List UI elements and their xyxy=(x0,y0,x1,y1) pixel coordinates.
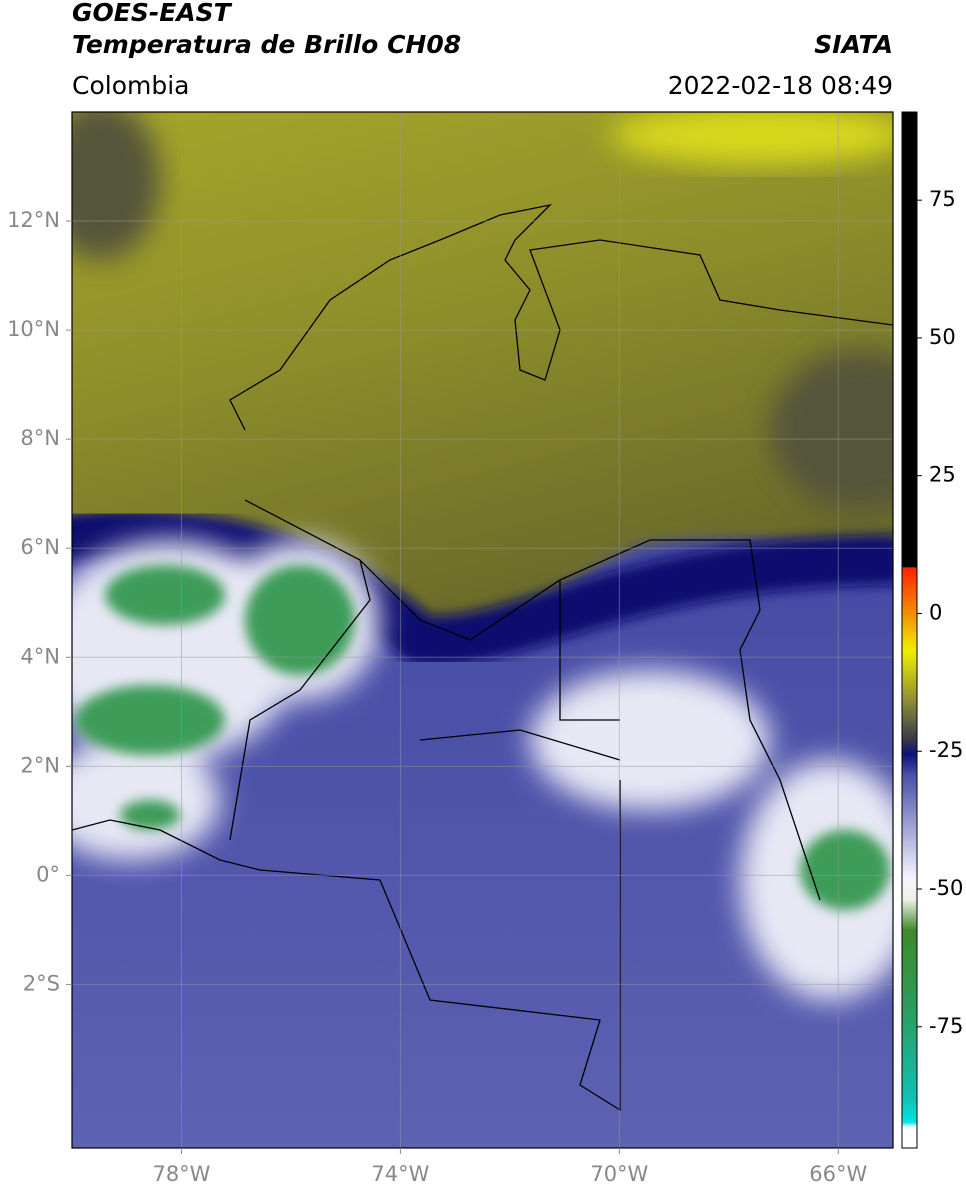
y-tick-label: 12°N xyxy=(7,208,60,232)
x-tick-label: 74°W xyxy=(371,1162,429,1186)
region: Colombia xyxy=(72,71,189,100)
y-tick-label: 6°N xyxy=(20,535,60,559)
y-tick-label: 10°N xyxy=(7,317,60,341)
subtitle: Temperatura de Brillo CH08 xyxy=(72,30,461,59)
source: SIATA xyxy=(814,30,893,59)
colorbar-tick-label: -25 xyxy=(929,738,963,762)
y-tick-label: 8°N xyxy=(20,426,60,450)
colorbar-tick-label: -75 xyxy=(929,1014,963,1038)
grid xyxy=(72,112,893,1148)
colorbar-tick-label: 75 xyxy=(929,187,956,211)
map-frame xyxy=(71,111,894,1149)
datetime: 2022-02-18 08:49 xyxy=(668,71,893,100)
colorbar xyxy=(901,111,918,1149)
colorbar-tick-label: -50 xyxy=(929,876,963,900)
y-tick-label: 0° xyxy=(36,862,60,886)
y-tick-label: 4°N xyxy=(20,644,60,668)
title: GOES-EAST xyxy=(72,0,233,27)
satellite-image xyxy=(72,112,893,1148)
colorbar-tick-label: 25 xyxy=(929,463,956,487)
colorbar-tick-label: 0 xyxy=(929,600,942,624)
y-tick-label: 2°S xyxy=(23,971,60,995)
x-tick-label: 70°W xyxy=(590,1162,648,1186)
y-tick-label: 2°N xyxy=(20,753,60,777)
x-tick-label: 78°W xyxy=(152,1162,210,1186)
x-tick-label: 66°W xyxy=(809,1162,867,1186)
colorbar-tick-label: 50 xyxy=(929,325,956,349)
